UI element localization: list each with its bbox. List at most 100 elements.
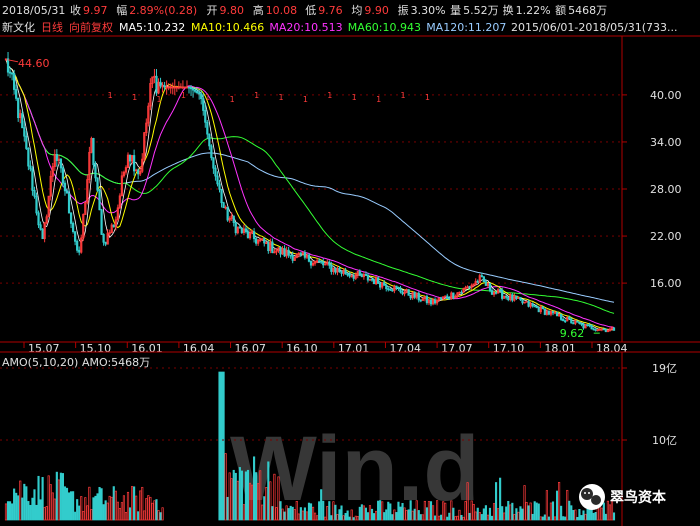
volume-bar bbox=[124, 511, 128, 521]
volume-bar bbox=[578, 509, 581, 521]
volume-bar bbox=[23, 483, 26, 521]
volume-bar bbox=[261, 504, 264, 521]
candle-body bbox=[427, 299, 431, 304]
candle-body bbox=[511, 294, 514, 301]
candle-body bbox=[454, 296, 457, 299]
candle-body bbox=[65, 190, 69, 194]
candle-body bbox=[564, 320, 567, 323]
candle-body bbox=[92, 138, 95, 166]
candle-body bbox=[59, 158, 63, 169]
candle-body bbox=[88, 151, 91, 180]
candle-body bbox=[472, 283, 475, 286]
volume-bar bbox=[543, 514, 546, 521]
volume-bar bbox=[326, 506, 329, 521]
volume-bar bbox=[480, 514, 483, 521]
volume-bar bbox=[423, 500, 426, 521]
candle-body bbox=[167, 86, 170, 89]
header-label-7: 量 bbox=[450, 4, 461, 17]
candle-body bbox=[224, 206, 227, 209]
candle-body bbox=[496, 289, 500, 294]
candle-body bbox=[295, 253, 298, 258]
volume-bar bbox=[499, 477, 502, 521]
candle-body bbox=[171, 86, 174, 89]
volume-bar bbox=[318, 501, 321, 521]
candle-body bbox=[177, 86, 180, 89]
header-value-7: 5.52万 bbox=[463, 4, 499, 17]
signal-marker: 1 bbox=[156, 95, 161, 104]
volume-bar bbox=[411, 510, 414, 521]
candle-body bbox=[265, 242, 268, 245]
volume-bar bbox=[433, 515, 437, 521]
candle-body bbox=[604, 328, 607, 333]
volume-bar bbox=[297, 513, 300, 521]
volume-bar bbox=[311, 506, 315, 521]
volume-bar bbox=[137, 511, 140, 521]
header-label-1: 幅 bbox=[116, 4, 127, 17]
volume-bar bbox=[533, 501, 536, 521]
volume-bar bbox=[393, 509, 396, 521]
volume-bar bbox=[267, 461, 270, 521]
candle-body bbox=[187, 86, 191, 89]
candle-body bbox=[507, 296, 510, 301]
volume-bar bbox=[145, 498, 148, 521]
candle-body bbox=[275, 250, 278, 253]
volume-bar bbox=[57, 479, 60, 521]
candle-body bbox=[503, 295, 506, 299]
candle-body bbox=[57, 158, 60, 161]
volume-bar bbox=[425, 507, 428, 521]
volume-bar bbox=[63, 486, 67, 521]
candle-body bbox=[94, 164, 97, 179]
volume-bar bbox=[381, 501, 384, 521]
candle-body bbox=[179, 86, 182, 89]
x-tick-label: 17.01 bbox=[338, 342, 370, 355]
volume-bar bbox=[521, 508, 524, 521]
volume-bar bbox=[96, 493, 99, 521]
candle-body bbox=[86, 179, 89, 203]
volume-bar bbox=[301, 510, 304, 521]
volume-bar bbox=[352, 517, 355, 521]
volume-bar bbox=[279, 501, 282, 521]
candle-body bbox=[474, 280, 477, 285]
candle-body bbox=[189, 87, 193, 90]
volume-bar bbox=[118, 507, 121, 521]
candle-body bbox=[401, 291, 404, 295]
signal-marker: 1 bbox=[181, 91, 186, 100]
volume-bar bbox=[305, 511, 309, 521]
volume-bar bbox=[47, 475, 50, 521]
candle-body bbox=[250, 231, 254, 234]
volume-bar bbox=[285, 505, 288, 521]
candle-body bbox=[112, 224, 115, 228]
volume-bar bbox=[220, 371, 223, 521]
candle-body bbox=[545, 310, 549, 315]
candle-body bbox=[267, 242, 270, 252]
candle-body bbox=[228, 218, 231, 221]
candle-body bbox=[568, 316, 571, 320]
candle-body bbox=[440, 297, 443, 300]
volume-bar bbox=[462, 516, 465, 521]
candle-body bbox=[98, 189, 101, 211]
candle-body bbox=[165, 86, 168, 89]
volume-bar bbox=[328, 501, 331, 521]
volume-bar bbox=[49, 484, 52, 521]
volume-bar bbox=[562, 516, 565, 521]
candle-body bbox=[598, 328, 601, 331]
volume-bar bbox=[551, 501, 555, 521]
volume-bar bbox=[281, 508, 284, 521]
volume-bar bbox=[525, 501, 528, 521]
volume-bar bbox=[539, 516, 542, 521]
candle-body bbox=[580, 323, 583, 325]
candle-body bbox=[592, 328, 595, 331]
candle-body bbox=[352, 275, 355, 279]
candle-body bbox=[102, 234, 105, 243]
x-tick-label: 15.10 bbox=[80, 342, 112, 355]
candle-body bbox=[486, 282, 490, 286]
volume-bar bbox=[360, 504, 363, 521]
candle-body bbox=[236, 226, 239, 234]
candle-body bbox=[562, 319, 565, 322]
candle-body bbox=[141, 158, 144, 172]
candle-body bbox=[21, 113, 24, 129]
high-annotation: 44.60 bbox=[18, 57, 50, 70]
candle-body bbox=[128, 154, 132, 162]
candle-body bbox=[49, 175, 52, 197]
volume-bar bbox=[448, 512, 451, 521]
